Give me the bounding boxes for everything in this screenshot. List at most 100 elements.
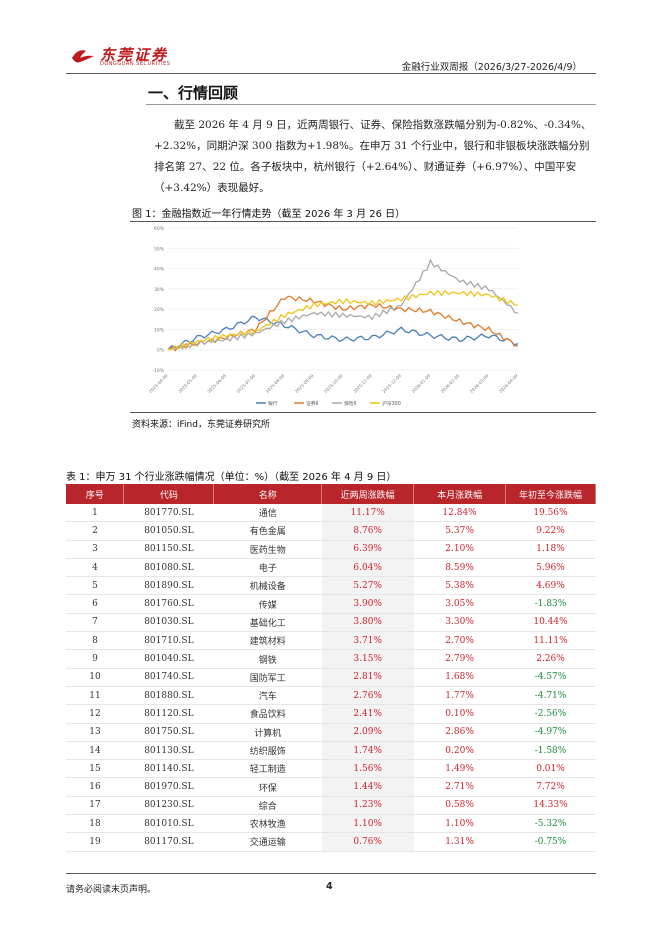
cell-month: 8.59% (413, 558, 506, 578)
table-row: 2 801050.SL 有色金属 8.76% 5.37% 9.22% (66, 521, 596, 541)
cell-code: 801140.SL (123, 759, 214, 779)
series-line-1 (167, 295, 519, 352)
cell-code: 801890.SL (123, 576, 214, 596)
cell-name: 环保 (213, 777, 322, 797)
cell-code: 801770.SL (123, 504, 214, 523)
table-row: 3 801150.SL 医药生物 6.39% 2.10% 1.18% (66, 540, 596, 559)
cell-name: 农林牧渔 (213, 814, 322, 834)
cell-two-week: 3.15% (321, 649, 414, 669)
cell-ytd: 10.44% (505, 613, 596, 633)
cell-name: 基础化工 (213, 613, 322, 633)
cell-two-week: 3.90% (321, 594, 414, 614)
series-line-0 (167, 315, 519, 351)
cell-code: 801760.SL (123, 594, 214, 614)
table-row: 11 801880.SL 汽车 2.76% 1.77% -4.71% (66, 686, 596, 706)
cell-two-week: 6.04% (321, 558, 414, 578)
cell-index: 4 (66, 558, 124, 578)
x-tick-label: 2025-06-09 (206, 373, 227, 394)
cell-name: 传媒 (213, 594, 322, 614)
x-tick-label: 2025-07-09 (235, 373, 256, 394)
company-logo: 东莞证券 DONGGUAN SECURITIES (70, 44, 190, 72)
table-row: 12 801120.SL 食品饮料 2.41% 0.10% -2.56% (66, 704, 596, 724)
cell-month: 0.58% (413, 796, 506, 816)
cell-code: 801710.SL (123, 631, 214, 651)
col-header-name: 名称 (213, 484, 323, 504)
cell-ytd: 19.56% (505, 504, 596, 523)
cell-code: 801230.SL (123, 796, 214, 816)
table-row: 16 801970.SL 环保 1.44% 2.71% 7.72% (66, 777, 596, 797)
cell-code: 801120.SL (123, 704, 214, 724)
cell-ytd: -4.71% (505, 686, 596, 706)
cell-index: 13 (66, 723, 124, 742)
cell-index: 11 (66, 686, 124, 706)
y-tick-label: 20% (154, 307, 165, 313)
cell-index: 8 (66, 631, 124, 651)
table-caption: 表 1：申万 31 个行业涨跌幅情况（单位：%）（截至 2026 年 4 月 9… (66, 472, 397, 483)
cell-ytd: 2.26% (505, 649, 596, 669)
cell-index: 1 (66, 504, 124, 523)
section-divider (146, 104, 596, 105)
x-tick-label: 2025-09-09 (294, 373, 315, 394)
industry-performance-table: 序号 代码 名称 近两周涨跌幅 本月涨跌幅 年初至今涨跌幅 1 801770.SL… (66, 484, 596, 852)
cell-ytd: 7.72% (505, 777, 596, 797)
legend-label: 保险Ⅱ (344, 400, 356, 407)
cell-name: 电子 (213, 558, 322, 578)
cell-code: 801040.SL (123, 649, 214, 669)
col-header-month: 本月涨跌幅 (413, 484, 507, 504)
cell-two-week: 0.76% (321, 832, 414, 852)
y-tick-label: 10% (154, 327, 165, 333)
table-row: 19 801170.SL 交通运输 0.76% 1.31% -0.75% (66, 832, 596, 852)
cell-two-week: 1.56% (321, 759, 414, 779)
cell-name: 汽车 (213, 686, 322, 706)
cell-index: 18 (66, 814, 124, 834)
cell-month: 1.10% (413, 814, 506, 834)
cell-month: 1.31% (413, 832, 506, 852)
col-header-index: 序号 (66, 484, 125, 504)
cell-code: 801880.SL (123, 686, 214, 706)
cell-month: 12.84% (413, 504, 506, 523)
table-row: 13 801750.SL 计算机 2.09% 2.86% -4.97% (66, 723, 596, 742)
table-header-row: 序号 代码 名称 近两周涨跌幅 本月涨跌幅 年初至今涨跌幅 (66, 484, 596, 504)
y-tick-label: 50% (154, 246, 165, 252)
legend-label: 沪深300 (382, 400, 401, 407)
col-header-two-week: 近两周涨跌幅 (321, 484, 415, 504)
cell-index: 16 (66, 777, 124, 797)
table-row: 7 801030.SL 基础化工 3.80% 3.30% 10.44% (66, 613, 596, 633)
x-tick-label: 2025-05-09 (177, 373, 198, 394)
logo-subtext: DONGGUAN SECURITIES (100, 61, 171, 67)
cell-index: 19 (66, 832, 124, 852)
cell-name: 国防军工 (213, 668, 322, 687)
cell-month: 5.37% (413, 521, 506, 541)
cell-name: 综合 (213, 796, 322, 816)
footer-disclaimer: 请务必阅读末页声明。 (66, 885, 157, 895)
cell-month: 0.20% (413, 741, 506, 761)
cell-month: 1.77% (413, 686, 506, 706)
header-divider (66, 73, 596, 74)
cell-two-week: 3.71% (321, 631, 414, 651)
cell-two-week: 2.76% (321, 686, 414, 706)
cell-index: 9 (66, 649, 124, 669)
cell-index: 10 (66, 668, 124, 687)
cell-index: 7 (66, 613, 124, 633)
y-tick-label: 60% (154, 226, 165, 232)
cell-name: 轻工制造 (213, 759, 322, 779)
table-row: 1 801770.SL 通信 11.17% 12.84% 19.56% (66, 504, 596, 523)
cell-index: 15 (66, 759, 124, 779)
cell-two-week: 2.81% (321, 668, 414, 687)
cell-index: 17 (66, 796, 124, 816)
cell-code: 801750.SL (123, 723, 214, 742)
table-row: 18 801010.SL 农林牧渔 1.10% 1.10% -5.32% (66, 814, 596, 834)
cell-ytd: 9.22% (505, 521, 596, 541)
cell-month: 2.70% (413, 631, 506, 651)
cell-ytd: 1.18% (505, 540, 596, 559)
cell-month: 3.30% (413, 613, 506, 633)
cell-code: 801170.SL (123, 832, 214, 852)
cell-month: 0.10% (413, 704, 506, 724)
cell-two-week: 6.39% (321, 540, 414, 559)
cell-two-week: 1.74% (321, 741, 414, 761)
y-tick-label: 0% (157, 348, 165, 354)
cell-two-week: 11.17% (321, 504, 414, 523)
cell-name: 纺织服饰 (213, 741, 322, 761)
y-tick-label: 40% (154, 267, 165, 273)
cell-ytd: -0.75% (505, 832, 596, 852)
